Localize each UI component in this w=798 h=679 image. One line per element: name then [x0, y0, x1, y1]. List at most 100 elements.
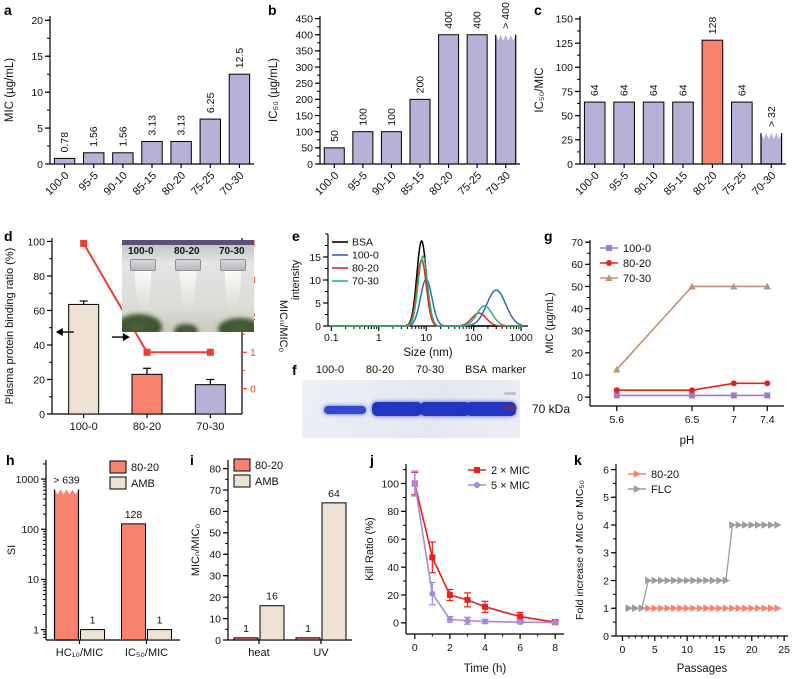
svg-text:100-0: 100-0 [70, 421, 98, 433]
svg-text:50: 50 [571, 281, 583, 293]
svg-text:20: 20 [33, 374, 45, 386]
svg-text:SI: SI [6, 545, 18, 555]
svg-text:80: 80 [33, 271, 45, 283]
svg-text:80-20: 80-20 [131, 462, 159, 474]
svg-text:50: 50 [561, 110, 573, 122]
inset-label: 70-30 [219, 246, 245, 257]
gel-lane-label: 80-20 [365, 364, 395, 376]
panel-d: d 02040608010001234100-080-2070-30Plasma… [0, 228, 289, 450]
svg-text:80: 80 [209, 463, 221, 475]
svg-text:128: 128 [707, 17, 719, 35]
svg-text:10: 10 [571, 370, 583, 382]
chart-c-ratio-bar: 0 25 50 75 100 125 150 100-0 64 95-5 64 90-10 64 85-1… [534, 14, 786, 198]
svg-text:IC₅₀/MIC: IC₅₀/MIC [125, 647, 168, 659]
svg-text:HC₁₀/MIC: HC₁₀/MIC [56, 647, 103, 659]
svg-text:0: 0 [250, 383, 256, 395]
svg-text:10: 10 [420, 332, 432, 344]
svg-text:60: 60 [571, 259, 583, 271]
svg-text:80-20: 80-20 [651, 469, 679, 481]
svg-text:64: 64 [648, 84, 660, 96]
svg-text:1: 1 [157, 615, 163, 627]
svg-text:Kill Ratio (%): Kill Ratio (%) [364, 517, 376, 581]
svg-text:70-30: 70-30 [218, 170, 246, 198]
svg-text:90-10: 90-10 [632, 170, 660, 198]
svg-text:50: 50 [209, 528, 221, 540]
svg-text:100: 100 [381, 478, 399, 490]
svg-text:1000: 1000 [16, 474, 40, 486]
svg-text:80-20: 80-20 [623, 258, 651, 270]
svg-text:64: 64 [736, 84, 748, 96]
chart-i-stability-bar: 01020304050607080heat116UV16480-20AMBMIC… [190, 458, 352, 659]
svg-text:8: 8 [552, 642, 558, 654]
svg-text:20: 20 [387, 590, 399, 602]
svg-text:heat: heat [248, 647, 269, 659]
svg-text:80-20: 80-20 [427, 170, 455, 198]
svg-text:0: 0 [393, 618, 399, 630]
svg-text:250: 250 [295, 78, 313, 90]
svg-text:300: 300 [295, 62, 313, 74]
inset-label: 80-20 [174, 246, 200, 257]
svg-text:Passages: Passages [677, 663, 728, 675]
svg-text:0: 0 [215, 635, 221, 647]
svg-text:> 32: > 32 [766, 106, 778, 127]
svg-text:pH: pH [680, 435, 695, 447]
svg-text:6: 6 [517, 642, 523, 654]
gel-lane-label: 70-30 [415, 364, 445, 376]
svg-text:6.25: 6.25 [205, 93, 217, 114]
svg-text:1.56: 1.56 [117, 126, 129, 147]
gel-lane-label: BSA [464, 364, 488, 376]
svg-text:1: 1 [603, 603, 609, 615]
panel-letter-h: h [6, 452, 15, 468]
svg-text:95-5: 95-5 [77, 170, 101, 194]
svg-text:AMB: AMB [255, 476, 279, 488]
svg-text:40: 40 [387, 562, 399, 574]
panel-letter-e: e [292, 228, 300, 244]
photo-foliage [122, 314, 162, 332]
svg-text:80-20: 80-20 [691, 170, 719, 198]
inset-label: 100-0 [128, 246, 154, 257]
svg-text:BSA: BSA [352, 237, 373, 249]
chart-a-mic-bar: 0 5 10 15 20 100-0 0.78 95-5 1.56 90-10 1.56 85-15 3… [4, 15, 254, 198]
svg-text:95-5: 95-5 [346, 170, 370, 194]
panel-i: i 0 10 20 30 40 50 60 70 80 heat 1 16 UV 1 64 80-20 AMB M… [186, 452, 360, 678]
svg-text:5 × MIC: 5 × MIC [491, 480, 530, 492]
svg-text:350: 350 [295, 46, 313, 58]
svg-text:80-20: 80-20 [133, 421, 161, 433]
photo-top-strip [122, 240, 254, 245]
svg-text:85-15: 85-15 [662, 170, 690, 198]
panel-letter-a: a [4, 2, 12, 18]
svg-text:64: 64 [328, 488, 340, 500]
svg-text:100: 100 [357, 108, 369, 126]
svg-text:40: 40 [33, 340, 45, 352]
gel-band [420, 402, 470, 416]
svg-text:0: 0 [620, 644, 626, 656]
panel-k: k 0 1 2 3 4 5 6 0 5 10 15 20 25 80-20 FLC Fold increase… [570, 452, 796, 678]
svg-text:3: 3 [603, 548, 609, 560]
svg-text:0: 0 [567, 159, 573, 171]
svg-text:128: 128 [125, 509, 143, 521]
svg-text:7: 7 [731, 414, 737, 426]
svg-text:intensity: intensity [290, 259, 302, 300]
svg-text:0: 0 [577, 392, 583, 404]
svg-text:50: 50 [329, 130, 341, 142]
svg-text:40: 40 [209, 549, 221, 561]
chart-j-kill-curve: 0 20 40 60 80 100 0 2 4 6 8 2 × MIC 5 × MIC Kill Rati… [364, 464, 564, 675]
gel-lane-label: 100-0 [315, 364, 345, 376]
svg-text:20: 20 [31, 15, 43, 27]
svg-text:90-10: 90-10 [102, 170, 130, 198]
chart-b-ic50-bar: 0 50 100 150 200 250 300 350 400 450 100-0 50 95-5 10… [268, 2, 520, 198]
tube-image [220, 259, 246, 327]
svg-text:85-15: 85-15 [131, 170, 159, 198]
svg-text:80-20: 80-20 [352, 263, 379, 275]
panel-letter-i: i [190, 452, 194, 468]
svg-text:100: 100 [27, 236, 45, 248]
svg-text:20: 20 [746, 644, 758, 656]
svg-text:5.6: 5.6 [609, 414, 624, 426]
svg-text:125: 125 [555, 38, 573, 50]
svg-text:100: 100 [295, 126, 313, 138]
svg-text:IC₅₀/MIC: IC₅₀/MIC [534, 67, 546, 112]
svg-text:100: 100 [465, 332, 483, 344]
svg-text:6.5: 6.5 [685, 414, 700, 426]
svg-text:10: 10 [681, 644, 693, 656]
